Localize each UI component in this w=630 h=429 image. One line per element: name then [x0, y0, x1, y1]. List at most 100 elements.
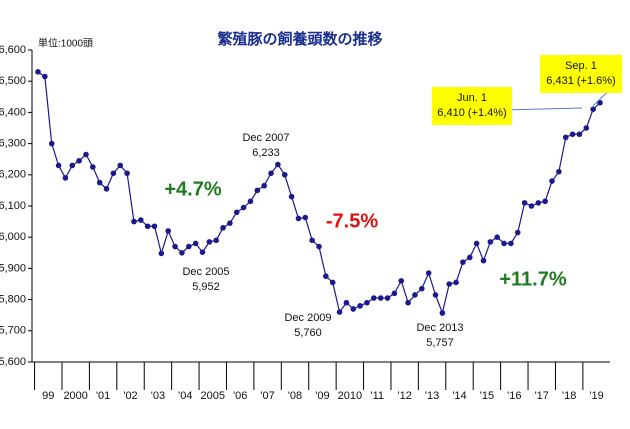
x-tick-label: '14 — [452, 390, 466, 402]
data-point — [220, 225, 226, 231]
data-point — [213, 237, 219, 244]
data-point — [377, 295, 384, 301]
x-tick-label: '08 — [288, 390, 302, 402]
callout-box — [540, 55, 622, 93]
data-point — [48, 140, 55, 147]
data-point — [597, 99, 603, 106]
data-point — [316, 243, 322, 250]
data-point — [576, 131, 583, 138]
data-point — [350, 306, 357, 312]
data-point — [432, 292, 439, 298]
data-point — [76, 157, 82, 164]
data-point — [542, 198, 548, 205]
x-tick-label: '01 — [96, 390, 110, 402]
data-point — [535, 200, 542, 206]
x-tick-label: '17 — [535, 390, 549, 402]
data-point — [371, 295, 377, 301]
data-point — [151, 223, 158, 230]
data-point — [323, 273, 329, 280]
data-point — [233, 209, 240, 216]
data-point — [172, 243, 178, 250]
data-point — [556, 168, 562, 175]
annotation: Dec 2009 — [284, 312, 331, 324]
data-point — [55, 162, 62, 169]
data-point — [302, 214, 309, 221]
x-tick-label: '11 — [370, 390, 384, 402]
data-point — [391, 290, 398, 297]
data-point — [62, 175, 69, 181]
data-point — [466, 254, 473, 261]
change-label: +11.7% — [499, 268, 567, 290]
data-point — [309, 237, 315, 244]
data-point — [453, 279, 459, 286]
data-point — [288, 193, 295, 200]
y-tick-label: 6,300 — [0, 138, 26, 150]
y-tick-label: 5,600 — [0, 356, 26, 368]
data-point — [357, 303, 363, 309]
data-point — [487, 239, 494, 245]
change-label: +4.7% — [164, 178, 221, 200]
x-tick-label: 2010 — [338, 390, 362, 402]
data-point — [275, 161, 281, 168]
data-point — [117, 162, 124, 169]
data-point — [138, 217, 144, 223]
data-point — [295, 215, 302, 222]
data-point — [185, 243, 192, 250]
callout-arrow — [511, 107, 583, 111]
data-point — [254, 187, 261, 194]
data-point — [268, 170, 274, 177]
data-point — [192, 240, 199, 247]
data-point — [329, 279, 336, 286]
y-tick-label: 5,900 — [0, 262, 26, 274]
data-point — [514, 229, 521, 236]
callout-box — [432, 87, 512, 125]
data-point — [206, 239, 213, 245]
data-point — [528, 203, 535, 209]
data-point — [103, 186, 110, 192]
data-point — [508, 240, 514, 247]
x-tick-label: '15 — [480, 390, 494, 402]
data-point — [405, 299, 411, 306]
data-point — [90, 164, 96, 170]
data-point — [384, 295, 391, 301]
x-tick-label: '19 — [589, 390, 603, 402]
x-tick-label: '18 — [562, 390, 576, 402]
data-point — [425, 270, 432, 276]
annotation: 5,757 — [426, 337, 454, 349]
data-point — [569, 131, 576, 138]
data-point — [460, 259, 466, 265]
callout-text: 6,410 (+1.4%) — [437, 107, 506, 119]
data-point — [562, 134, 569, 141]
data-point — [446, 281, 453, 287]
y-tick-label: 6,600 — [0, 44, 26, 56]
data-point — [473, 240, 480, 247]
x-tick-label: '06 — [233, 390, 247, 402]
data-point — [364, 299, 370, 306]
data-point — [549, 178, 555, 184]
data-point — [240, 204, 247, 211]
data-point — [261, 182, 267, 189]
annotation: 5,760 — [294, 327, 322, 339]
x-tick-label: '13 — [425, 390, 439, 402]
data-point — [590, 106, 596, 113]
callout-text: Sep. 1 — [565, 60, 597, 72]
unit-label: 単位:1000頭 — [38, 37, 93, 50]
y-tick-label: 5,800 — [0, 294, 26, 306]
x-tick-label: '02 — [123, 390, 137, 402]
x-tick-label: '04 — [178, 390, 192, 402]
data-point — [69, 162, 76, 169]
data-point — [281, 172, 288, 178]
y-tick-label: 6,000 — [0, 231, 26, 243]
y-tick-label: 5,700 — [0, 325, 26, 337]
x-tick-label: 2005 — [201, 390, 225, 402]
x-tick-label: '07 — [260, 390, 274, 402]
annotation: Dec 2005 — [182, 266, 229, 278]
data-point — [521, 200, 528, 206]
data-point — [42, 73, 48, 80]
change-label: -7.5% — [326, 210, 378, 232]
data-point — [412, 292, 418, 298]
data-point — [35, 69, 41, 75]
data-point — [480, 257, 487, 264]
data-point — [199, 249, 206, 255]
